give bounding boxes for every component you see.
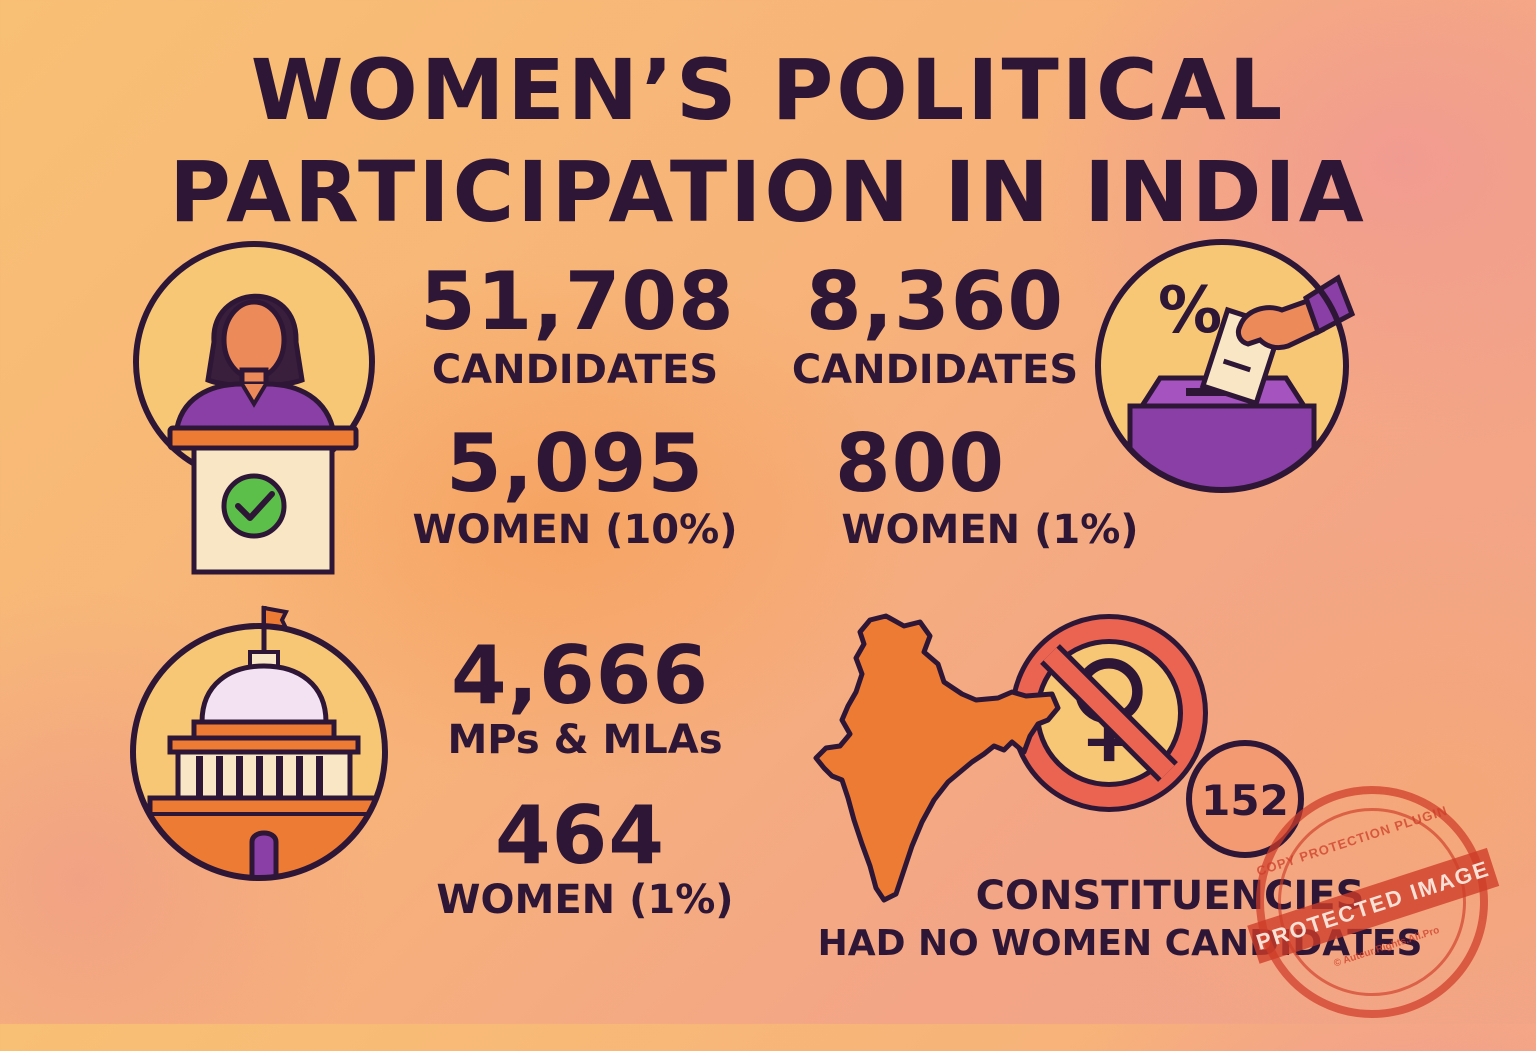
constituencies-count: 152 <box>1201 776 1289 825</box>
stat-first-women: 5,095 <box>445 417 705 510</box>
stat-first-women-label: WOMEN (10%) <box>412 507 738 553</box>
page-title-line-2: PARTICIPATION IN INDIA <box>169 143 1367 241</box>
stat-legislators-total-label: MPs & MLAs <box>447 717 723 763</box>
woman-at-podium-icon <box>133 241 375 575</box>
constituencies-count-badge: 152 <box>1186 740 1304 858</box>
ballot-box-icon: % <box>1095 239 1356 493</box>
stat-second-women: 800 <box>835 417 1005 510</box>
stat-legislators-women-label: WOMEN (1%) <box>436 877 734 923</box>
stat-second-women-label: WOMEN (1%) <box>841 507 1139 553</box>
page-title-line-1: WOMEN’S POLITICAL <box>250 41 1286 139</box>
stat-legislators-total: 4,666 <box>450 629 710 722</box>
india-map-icon <box>813 613 1061 903</box>
no-women-icon: ♀ <box>1010 614 1208 812</box>
parliament-building-icon <box>130 605 388 881</box>
stat-second-total-label: CANDIDATES <box>791 347 1079 393</box>
stat-second-total: 8,360 <box>805 255 1065 348</box>
percent-symbol: % <box>1158 274 1222 348</box>
stat-first-total: 51,708 <box>420 255 735 348</box>
stat-legislators-women: 464 <box>495 789 665 882</box>
stat-first-total-label: CANDIDATES <box>431 347 719 393</box>
